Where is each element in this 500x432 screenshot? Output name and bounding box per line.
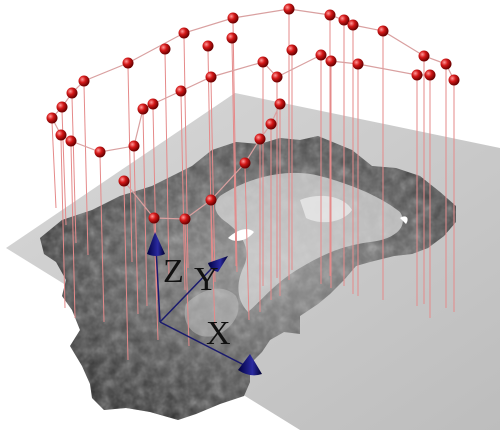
sphere-marker bbox=[202, 40, 214, 52]
drop-line bbox=[180, 94, 186, 291]
sphere-markers bbox=[46, 3, 460, 225]
drop-line bbox=[127, 66, 133, 263]
drop-line bbox=[164, 52, 170, 277]
sphere-marker bbox=[122, 57, 134, 69]
sphere-marker bbox=[254, 133, 266, 145]
sphere-marker bbox=[315, 49, 327, 61]
y-axis-arrow-cone bbox=[208, 256, 228, 272]
sphere-marker bbox=[325, 55, 337, 67]
sphere-marker bbox=[257, 56, 269, 68]
drop-line bbox=[244, 166, 250, 321]
terrain-surface bbox=[40, 136, 456, 420]
sphere-marker bbox=[56, 101, 68, 113]
sphere-marker bbox=[78, 75, 90, 87]
drop-line bbox=[231, 41, 237, 267]
drop-line bbox=[142, 112, 148, 307]
sphere-marker bbox=[65, 135, 77, 147]
sphere-marker bbox=[137, 103, 149, 115]
sphere-marker bbox=[271, 71, 283, 83]
sphere-marker bbox=[94, 146, 106, 158]
drop-line bbox=[51, 121, 57, 209]
sphere-marker bbox=[175, 85, 187, 97]
x-axis-label: X bbox=[206, 315, 231, 352]
sphere-marker bbox=[179, 213, 191, 225]
sphere-marker bbox=[324, 9, 336, 21]
sphere-marker bbox=[178, 27, 190, 39]
sphere-marker bbox=[205, 194, 217, 206]
coordinate-axes: Z Y X bbox=[147, 232, 262, 376]
sphere-marker bbox=[205, 71, 217, 83]
sphere-marker bbox=[226, 32, 238, 44]
drop-line bbox=[207, 49, 213, 271]
sphere-marker bbox=[46, 112, 58, 124]
sphere-marker bbox=[55, 129, 67, 141]
sphere-marker bbox=[118, 175, 130, 187]
sphere-marker bbox=[448, 74, 460, 86]
sphere-marker bbox=[338, 14, 350, 26]
sphere-marker bbox=[286, 44, 298, 56]
sphere-marker bbox=[418, 50, 430, 62]
sphere-marker bbox=[227, 12, 239, 24]
drop-line bbox=[71, 96, 77, 244]
z-axis-line bbox=[155, 247, 161, 323]
drop-line bbox=[123, 184, 129, 361]
sphere-marker bbox=[424, 69, 436, 81]
drop-line bbox=[210, 80, 216, 283]
sphere-marker bbox=[347, 19, 359, 31]
sphere-marker bbox=[274, 98, 286, 110]
drop-line bbox=[133, 149, 139, 315]
y-axis-line bbox=[159, 265, 215, 323]
drop-line bbox=[83, 84, 89, 256]
sphere-marker bbox=[377, 25, 389, 37]
drop-line bbox=[184, 222, 190, 347]
sphere-marker bbox=[352, 58, 364, 70]
z-axis-arrow-cone bbox=[147, 232, 165, 256]
drop-line bbox=[232, 21, 238, 273]
sphere-marker bbox=[411, 69, 423, 81]
y-axis-label: Y bbox=[194, 261, 219, 298]
sphere-marker bbox=[66, 87, 78, 99]
sphere-marker bbox=[128, 140, 140, 152]
sphere-marker bbox=[239, 157, 251, 169]
drop-lines bbox=[51, 13, 455, 361]
drop-line bbox=[70, 144, 76, 319]
x-axis-arrow-cone bbox=[238, 354, 262, 376]
drop-line bbox=[60, 138, 66, 309]
drop-line bbox=[99, 155, 105, 323]
x-axis-line bbox=[159, 321, 247, 367]
drop-line bbox=[183, 36, 189, 269]
sphere-marker bbox=[283, 3, 295, 15]
sphere-marker bbox=[147, 98, 159, 110]
z-axis-label: Z bbox=[163, 253, 184, 290]
sphere-marker bbox=[440, 58, 452, 70]
sphere-marker bbox=[265, 118, 277, 130]
sphere-marker bbox=[148, 212, 160, 224]
sphere-marker bbox=[159, 43, 171, 55]
